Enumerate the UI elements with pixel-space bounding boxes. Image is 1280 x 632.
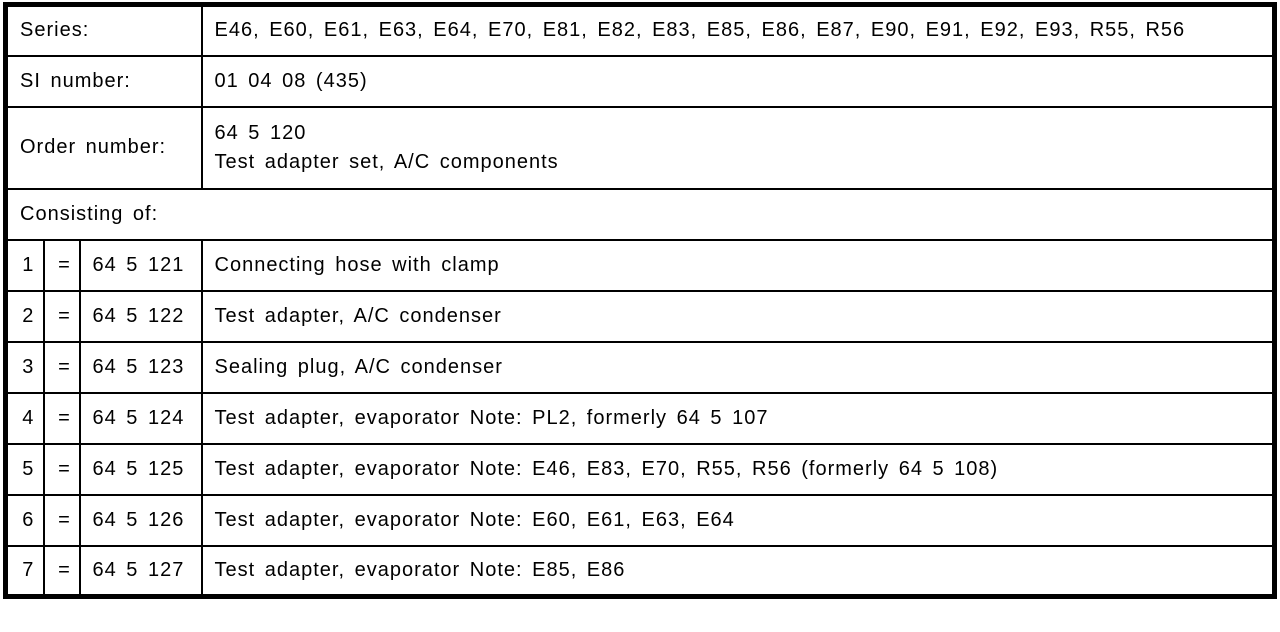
part-description: Test adapter, evaporator Note: E46, E83,… [200, 442, 1276, 496]
order-number-description: Test adapter set, A/C components [214, 150, 559, 173]
table-row: 7 = 64 5 127 Test adapter, evaporator No… [4, 544, 1276, 598]
part-number: 64 5 126 [78, 493, 203, 547]
item-number: 3 [4, 340, 45, 394]
order-number-label: Order number: [4, 105, 203, 190]
table-row: 3 = 64 5 123 Sealing plug, A/C condenser [4, 340, 1276, 394]
equals-sign: = [42, 442, 81, 496]
table-row: 2 = 64 5 122 Test adapter, A/C condenser [4, 289, 1276, 343]
part-number: 64 5 122 [78, 289, 203, 343]
part-description: Test adapter, evaporator Note: E85, E86 [200, 544, 1276, 598]
part-number: 64 5 121 [78, 238, 203, 292]
part-description: Test adapter, evaporator Note: E60, E61,… [200, 493, 1276, 547]
table-row: 6 = 64 5 126 Test adapter, evaporator No… [4, 493, 1276, 547]
equals-sign: = [42, 340, 81, 394]
part-number: 64 5 125 [78, 442, 203, 496]
part-description: Test adapter, A/C condenser [200, 289, 1276, 343]
part-number: 64 5 127 [78, 544, 203, 598]
part-description: Connecting hose with clamp [200, 238, 1276, 292]
equals-sign: = [42, 289, 81, 343]
equals-sign: = [42, 493, 81, 547]
part-description: Sealing plug, A/C condenser [200, 340, 1276, 394]
item-number: 5 [4, 442, 45, 496]
si-number-label: SI number: [4, 54, 203, 108]
equals-sign: = [42, 391, 81, 445]
si-number-row: SI number: 01 04 08 (435) [4, 54, 1276, 108]
order-number-value: 64 5 120 Test adapter set, A/C component… [200, 105, 1276, 190]
part-number: 64 5 123 [78, 340, 203, 394]
order-number-code: 64 5 120 [214, 121, 307, 144]
equals-sign: = [42, 544, 81, 598]
series-label: Series: [4, 3, 203, 57]
part-description: Test adapter, evaporator Note: PL2, form… [200, 391, 1276, 445]
series-value: E46, E60, E61, E63, E64, E70, E81, E82, … [200, 3, 1276, 57]
item-number: 2 [4, 289, 45, 343]
order-number-row: Order number: 64 5 120 Test adapter set,… [4, 105, 1276, 190]
item-number: 7 [4, 544, 45, 598]
si-number-value: 01 04 08 (435) [200, 54, 1276, 108]
item-number: 1 [4, 238, 45, 292]
table-row: 1 = 64 5 121 Connecting hose with clamp [4, 238, 1276, 292]
item-number: 6 [4, 493, 45, 547]
item-number: 4 [4, 391, 45, 445]
table-row: 4 = 64 5 124 Test adapter, evaporator No… [4, 391, 1276, 445]
part-number: 64 5 124 [78, 391, 203, 445]
table-row: 5 = 64 5 125 Test adapter, evaporator No… [4, 442, 1276, 496]
equals-sign: = [42, 238, 81, 292]
consisting-of-row: Consisting of: [4, 187, 1276, 241]
series-row: Series: E46, E60, E61, E63, E64, E70, E8… [4, 3, 1276, 57]
service-info-table: Series: E46, E60, E61, E63, E64, E70, E8… [3, 2, 1277, 599]
consisting-of-label: Consisting of: [4, 187, 1276, 241]
